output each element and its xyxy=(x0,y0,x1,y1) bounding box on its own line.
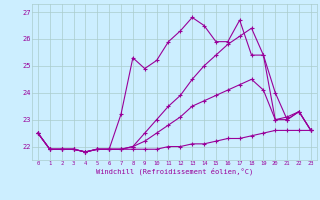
X-axis label: Windchill (Refroidissement éolien,°C): Windchill (Refroidissement éolien,°C) xyxy=(96,168,253,175)
